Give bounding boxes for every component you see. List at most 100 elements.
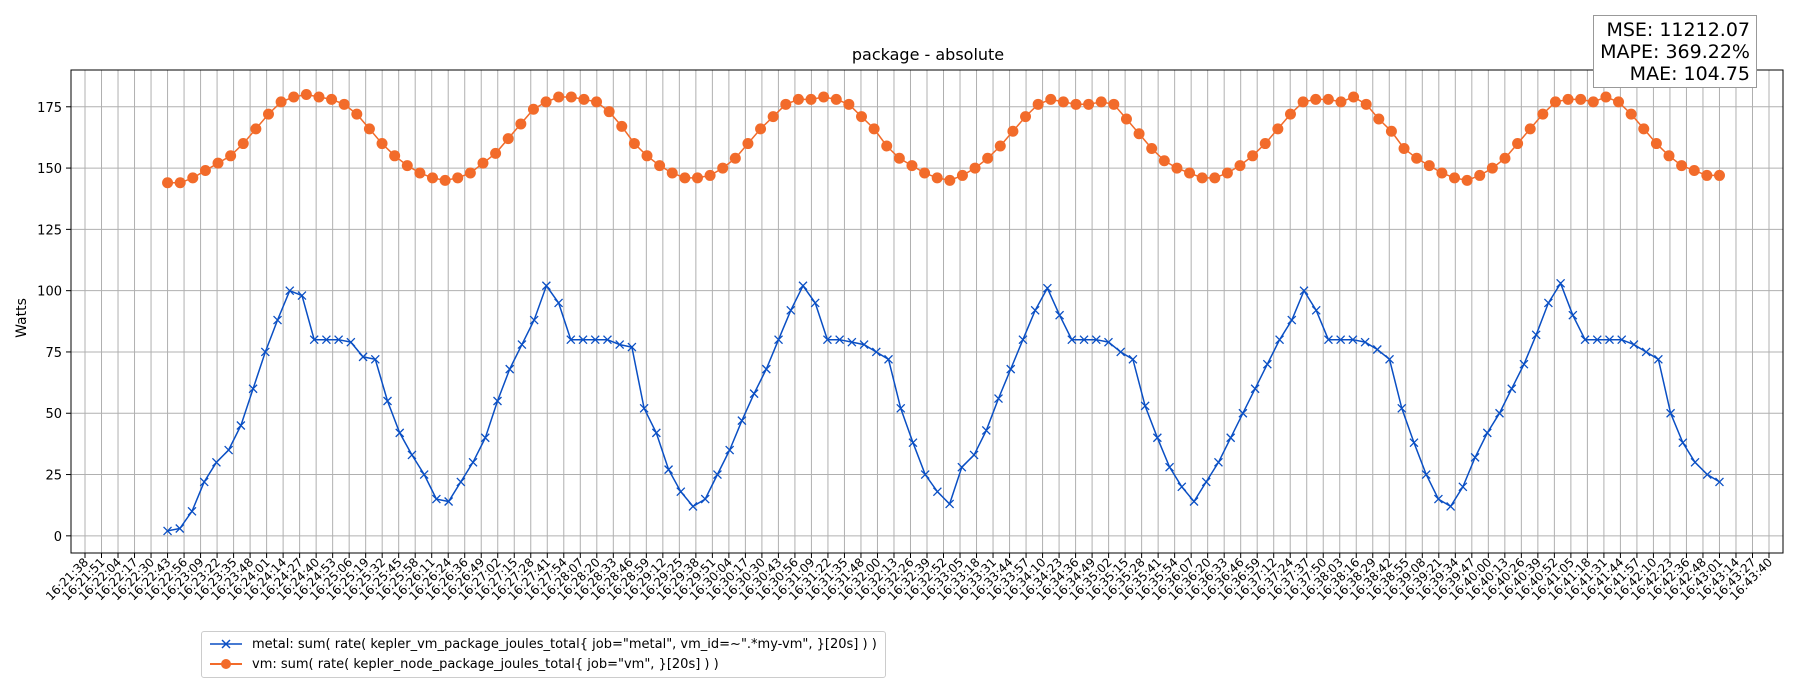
data-point — [297, 291, 307, 301]
data-point — [174, 177, 186, 189]
data-point — [615, 340, 625, 350]
y-tick-label: 50 — [45, 407, 62, 422]
data-point — [676, 487, 686, 497]
y-tick-label: 100 — [37, 285, 62, 300]
data-point — [737, 416, 747, 426]
data-point — [603, 335, 612, 345]
grid-lines — [71, 70, 1783, 553]
data-point — [1461, 174, 1473, 186]
data-point — [1507, 384, 1517, 394]
data-point — [1247, 150, 1259, 162]
series-metal — [163, 278, 1724, 536]
data-point — [1221, 167, 1233, 179]
data-point — [1638, 123, 1650, 135]
data-point — [1360, 98, 1372, 110]
legend-entry-metal: metal: sum( rate( kepler_vm_package_joul… — [208, 634, 877, 654]
data-point — [1322, 93, 1334, 105]
data-point — [969, 450, 979, 460]
data-point — [1458, 482, 1468, 492]
data-point — [590, 335, 600, 345]
data-point — [1702, 470, 1712, 480]
data-point — [1171, 162, 1183, 174]
data-point — [847, 337, 857, 347]
data-point — [358, 352, 368, 362]
data-point — [1128, 354, 1138, 364]
data-point — [517, 340, 527, 350]
data-point — [822, 335, 832, 345]
data-point — [1421, 470, 1431, 480]
data-point — [920, 470, 930, 480]
data-point — [982, 152, 994, 164]
data-point — [1470, 452, 1480, 462]
data-point — [1104, 337, 1113, 347]
y-axis-ticks: 0 25 50 75 100 125 150 175 — [37, 101, 71, 545]
data-point — [566, 335, 576, 345]
data-point — [1446, 501, 1456, 511]
data-point — [1272, 123, 1284, 135]
data-point — [1006, 364, 1016, 374]
data-point — [456, 477, 466, 487]
data-point — [774, 335, 784, 345]
data-point — [1556, 278, 1566, 288]
data-point — [427, 172, 439, 184]
data-point — [1120, 113, 1132, 125]
data-point — [540, 96, 552, 108]
data-point — [810, 298, 820, 308]
data-point — [1262, 359, 1272, 369]
data-point — [792, 93, 804, 105]
data-point — [1348, 91, 1360, 103]
data-point — [334, 335, 344, 345]
mse-value: MSE: 11212.07 — [1606, 19, 1750, 41]
data-point — [798, 281, 808, 291]
data-point — [1360, 337, 1370, 347]
data-point — [780, 98, 792, 110]
data-point — [805, 93, 817, 105]
data-point — [1158, 155, 1170, 167]
data-point — [1653, 354, 1663, 364]
data-point — [871, 347, 881, 357]
data-point — [1423, 160, 1435, 172]
data-point — [1189, 497, 1199, 506]
data-point — [1020, 111, 1032, 123]
data-point — [376, 138, 388, 150]
data-point — [1663, 150, 1675, 162]
data-point — [1713, 169, 1725, 181]
data-point — [628, 138, 640, 150]
y-tick-label: 175 — [37, 101, 62, 116]
data-point — [1095, 96, 1107, 108]
data-point — [1079, 335, 1089, 345]
data-point — [1055, 310, 1065, 320]
data-point — [1234, 160, 1246, 172]
data-point — [1310, 93, 1322, 105]
data-point — [1165, 462, 1175, 472]
data-point — [945, 499, 955, 509]
data-point — [957, 462, 967, 472]
y-tick-label: 25 — [45, 469, 62, 484]
legend-label-metal: metal: sum( rate( kepler_vm_package_joul… — [252, 636, 877, 652]
data-point — [273, 315, 282, 325]
series-vm — [162, 89, 1725, 189]
data-point — [639, 403, 649, 413]
data-point — [1091, 335, 1101, 345]
data-point — [1519, 359, 1529, 369]
data-point — [452, 172, 464, 184]
data-point — [275, 96, 287, 108]
legend: metal: sum( rate( kepler_vm_package_joul… — [201, 631, 886, 678]
data-point — [749, 389, 759, 399]
data-point — [187, 506, 197, 516]
data-point — [855, 111, 867, 123]
data-point — [1209, 172, 1221, 184]
data-point — [712, 470, 722, 480]
data-point — [389, 150, 401, 162]
data-point — [338, 98, 350, 110]
data-point — [515, 118, 527, 130]
data-point — [641, 150, 653, 162]
data-point — [1385, 354, 1394, 364]
mae-value: MAE: 104.75 — [1629, 63, 1750, 85]
data-point — [285, 286, 295, 296]
data-point — [1007, 125, 1019, 137]
x-axis-ticks: 16:21:3816:21:5116:22:0416:22:1716:22:30… — [43, 553, 1775, 603]
data-point — [553, 91, 565, 103]
data-point — [224, 445, 234, 455]
data-point — [1625, 108, 1637, 120]
